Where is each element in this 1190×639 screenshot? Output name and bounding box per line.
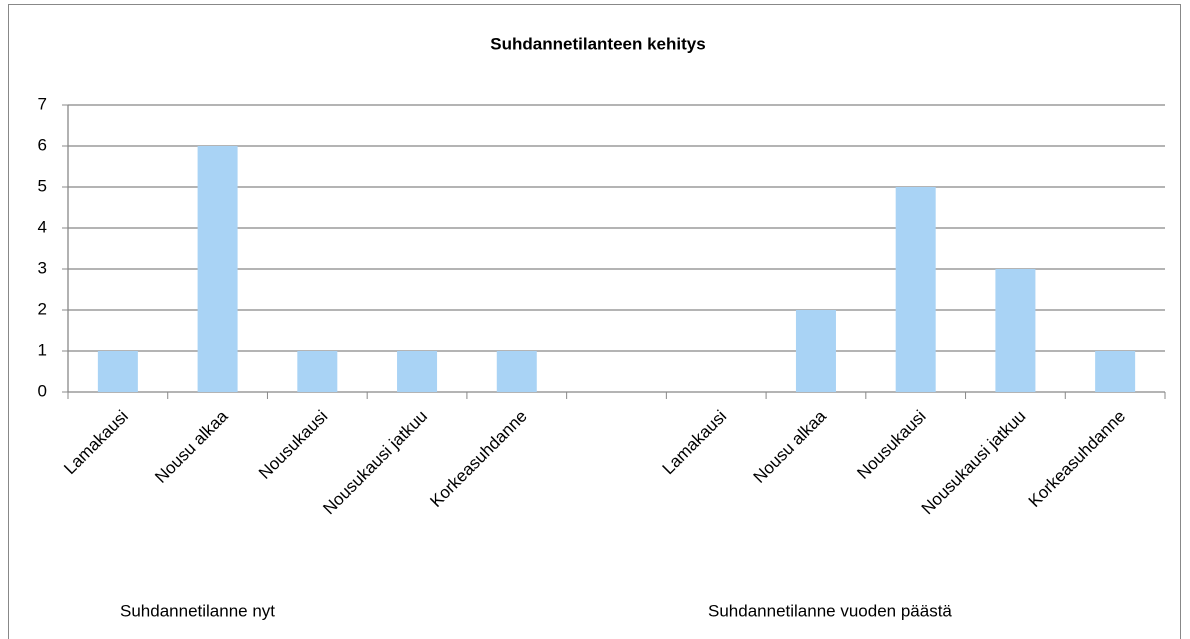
chart-title: Suhdannetilanteen kehitys (490, 34, 705, 53)
y-tick-label: 5 (38, 176, 47, 195)
bar (397, 351, 438, 392)
bar (297, 351, 338, 392)
bar (895, 187, 936, 392)
y-tick-label: 3 (38, 258, 47, 277)
y-tick-label: 2 (38, 299, 47, 318)
y-tick-label: 7 (38, 94, 47, 113)
bar (995, 269, 1036, 392)
group-label: Suhdannetilanne nyt (120, 601, 275, 620)
group-label: Suhdannetilanne vuoden päästä (708, 601, 952, 620)
bar (197, 146, 238, 392)
bar (1095, 351, 1136, 392)
bar (97, 351, 138, 392)
bar (496, 351, 537, 392)
y-tick-label: 4 (38, 217, 47, 236)
y-tick-label: 0 (38, 381, 47, 400)
y-tick-label: 6 (38, 135, 47, 154)
y-tick-label: 1 (38, 340, 47, 359)
bar (795, 310, 836, 392)
